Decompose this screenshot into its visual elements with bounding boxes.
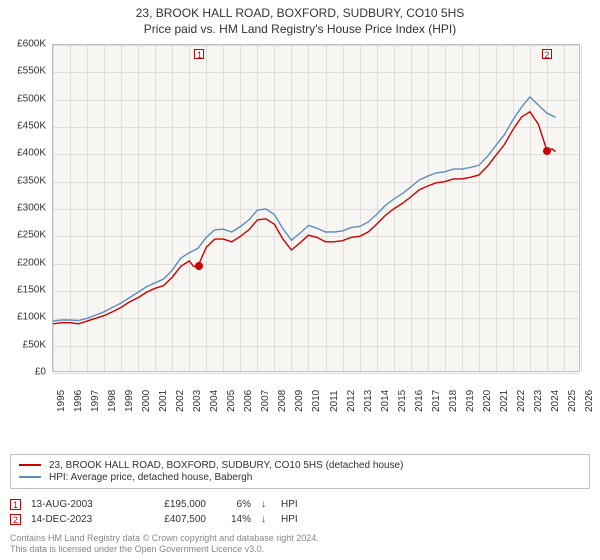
y-axis-label: £100K — [10, 312, 46, 323]
footer-line-1: Contains HM Land Registry data © Crown c… — [10, 533, 590, 545]
x-axis-label: 2009 — [294, 390, 305, 412]
x-axis-label: 2023 — [533, 390, 544, 412]
x-axis-label: 2024 — [550, 390, 561, 412]
legend-label: HPI: Average price, detached house, Babe… — [49, 472, 252, 483]
y-axis-label: £250K — [10, 230, 46, 241]
y-axis-label: £450K — [10, 121, 46, 132]
x-axis-label: 2026 — [584, 390, 595, 412]
plot-area: 12 — [52, 44, 580, 372]
x-axis-label: 1997 — [90, 390, 101, 412]
sale-row: 2 14-DEC-2023 £407,500 14% ↓ HPI — [10, 514, 590, 525]
sale-marker-2: 2 — [542, 49, 552, 59]
y-axis-label: £200K — [10, 257, 46, 268]
legend-row: 23, BROOK HALL ROAD, BOXFORD, SUDBURY, C… — [19, 460, 581, 471]
y-axis-label: £0 — [10, 367, 46, 378]
footer-line-2: This data is licensed under the Open Gov… — [10, 544, 590, 556]
x-axis-label: 1995 — [56, 390, 67, 412]
series-blue — [53, 97, 556, 321]
x-axis-label: 2019 — [465, 390, 476, 412]
y-axis-label: £350K — [10, 175, 46, 186]
sale-marker-1: 1 — [194, 49, 204, 59]
sale-badge: 1 — [10, 499, 21, 510]
x-axis-label: 1998 — [107, 390, 118, 412]
x-axis-label: 2010 — [311, 390, 322, 412]
x-axis-label: 2012 — [346, 390, 357, 412]
series-red — [53, 112, 556, 324]
sale-hpi-label: HPI — [281, 499, 306, 510]
x-axis-label: 2016 — [414, 390, 425, 412]
x-axis-label: 2008 — [277, 390, 288, 412]
x-axis-label: 1999 — [124, 390, 135, 412]
legend-label: 23, BROOK HALL ROAD, BOXFORD, SUDBURY, C… — [49, 460, 403, 471]
sale-point — [195, 262, 203, 270]
y-axis-label: £400K — [10, 148, 46, 159]
x-axis-label: 2007 — [260, 390, 271, 412]
x-axis-label: 2022 — [516, 390, 527, 412]
legend-row: HPI: Average price, detached house, Babe… — [19, 472, 581, 483]
y-axis-label: £550K — [10, 66, 46, 77]
y-axis-label: £150K — [10, 285, 46, 296]
sale-hpi-label: HPI — [281, 514, 306, 525]
sale-pct: 6% — [216, 499, 251, 510]
subtitle: Price paid vs. HM Land Registry's House … — [10, 22, 590, 36]
x-axis-label: 2021 — [499, 390, 510, 412]
attribution: Contains HM Land Registry data © Crown c… — [10, 533, 590, 556]
sale-row: 1 13-AUG-2003 £195,000 6% ↓ HPI — [10, 499, 590, 510]
x-axis-label: 2000 — [141, 390, 152, 412]
x-axis-label: 2014 — [380, 390, 391, 412]
x-axis-label: 2004 — [209, 390, 220, 412]
x-axis-label: 2011 — [329, 390, 340, 412]
down-arrow-icon: ↓ — [261, 514, 271, 525]
x-axis-label: 2003 — [192, 390, 203, 412]
chart-area: 12 £0£50K£100K£150K£200K£250K£300K£350K£… — [10, 36, 590, 450]
sale-date: 13-AUG-2003 — [31, 499, 126, 510]
legend-swatch — [19, 476, 41, 478]
y-axis-label: £50K — [10, 339, 46, 350]
x-axis-label: 2017 — [431, 390, 442, 412]
y-axis-label: £500K — [10, 93, 46, 104]
legend: 23, BROOK HALL ROAD, BOXFORD, SUDBURY, C… — [10, 454, 590, 489]
sale-point — [543, 147, 551, 155]
legend-swatch — [19, 464, 41, 466]
x-axis-label: 2025 — [567, 390, 578, 412]
sales-table: 1 13-AUG-2003 £195,000 6% ↓ HPI 2 14-DEC-2023 £4… — [10, 495, 590, 529]
x-axis-label: 2013 — [363, 390, 374, 412]
x-axis-label: 2002 — [175, 390, 186, 412]
x-axis-label: 2006 — [243, 390, 254, 412]
y-axis-label: £300K — [10, 203, 46, 214]
chart-titles: 23, BROOK HALL ROAD, BOXFORD, SUDBURY, C… — [10, 6, 590, 36]
x-axis-label: 2015 — [397, 390, 408, 412]
x-axis-label: 2005 — [226, 390, 237, 412]
x-axis-label: 2001 — [158, 390, 169, 412]
x-axis-label: 2020 — [482, 390, 493, 412]
title: 23, BROOK HALL ROAD, BOXFORD, SUDBURY, C… — [10, 6, 590, 20]
sale-date: 14-DEC-2023 — [31, 514, 126, 525]
x-axis-label: 2018 — [448, 390, 459, 412]
x-axis-label: 1996 — [73, 390, 84, 412]
y-axis-label: £600K — [10, 39, 46, 50]
sale-price: £407,500 — [136, 514, 206, 525]
series-lines — [53, 45, 581, 373]
sale-price: £195,000 — [136, 499, 206, 510]
down-arrow-icon: ↓ — [261, 499, 271, 510]
sale-pct: 14% — [216, 514, 251, 525]
sale-badge: 2 — [10, 514, 21, 525]
